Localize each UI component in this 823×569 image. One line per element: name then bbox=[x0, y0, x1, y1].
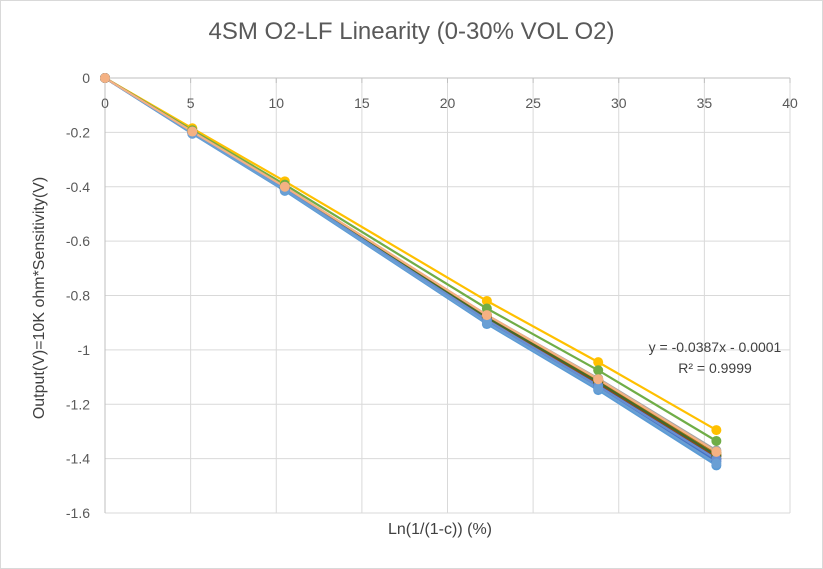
gridlines bbox=[105, 78, 791, 514]
x-tick-label: 15 bbox=[354, 95, 370, 111]
y-tick-label: -1.6 bbox=[66, 505, 90, 521]
x-tick-label: 25 bbox=[525, 95, 541, 111]
data-point-s6 bbox=[711, 435, 722, 446]
y-tick-label: 0 bbox=[82, 70, 90, 86]
y-tick-label: -0.2 bbox=[66, 124, 90, 140]
x-tick-label: 5 bbox=[187, 95, 195, 111]
y-tick-label: -0.6 bbox=[66, 233, 90, 249]
y-axis-label: Output(V)=10K ohm*Sensitivity(V) bbox=[31, 176, 48, 420]
x-axis-label: Ln(1/(1-c)) (%) bbox=[387, 521, 492, 538]
data-point-s13 bbox=[481, 310, 492, 321]
data-point-s13 bbox=[100, 73, 110, 83]
data-point-s13 bbox=[187, 126, 198, 137]
data-point-s6 bbox=[593, 365, 604, 376]
trendline-r-squared: R² = 0.9999 bbox=[678, 360, 752, 376]
x-tick-label: 10 bbox=[268, 95, 284, 111]
y-tick-label: -1.2 bbox=[66, 396, 90, 412]
y-tick-label: -1.4 bbox=[66, 451, 90, 467]
series-line-s13 bbox=[104, 77, 717, 453]
x-tick-label: 35 bbox=[697, 95, 713, 111]
chart-title: 4SM O2-LF Linearity (0-30% VOL O2) bbox=[208, 18, 615, 45]
series-line-s12 bbox=[104, 77, 717, 465]
trendline-equation: y = -0.0387x - 0.0001 bbox=[648, 339, 782, 355]
trendline-annotation: y = -0.0387x - 0.0001 R² = 0.9999 bbox=[620, 337, 810, 379]
x-tick-label: 0 bbox=[101, 95, 109, 111]
data-point-s13 bbox=[593, 374, 604, 385]
data-point-s4 bbox=[711, 425, 722, 436]
y-tick-label: -1 bbox=[78, 342, 91, 358]
y-tick-label: -0.4 bbox=[66, 179, 90, 195]
data-series bbox=[100, 73, 722, 471]
data-point-s12 bbox=[711, 458, 722, 469]
x-tick-label: 20 bbox=[440, 95, 456, 111]
axes bbox=[104, 77, 791, 513]
series-line-s4 bbox=[104, 77, 717, 432]
data-point-s12 bbox=[593, 383, 604, 394]
data-point-s4 bbox=[593, 357, 604, 368]
data-point-s12 bbox=[481, 317, 492, 328]
x-tick-label: 30 bbox=[611, 95, 627, 111]
data-point-s13 bbox=[711, 446, 722, 457]
x-tick-label: 40 bbox=[782, 95, 798, 111]
data-point-s4 bbox=[481, 295, 492, 306]
tick-labels: 0 -0.2 -0.4 -0.6 -0.8 -1 -1.2 -1.4 -1.6 0 5 10 15 20 2… bbox=[66, 70, 798, 521]
data-point-s13 bbox=[279, 181, 290, 192]
y-tick-label: -0.8 bbox=[66, 288, 90, 304]
